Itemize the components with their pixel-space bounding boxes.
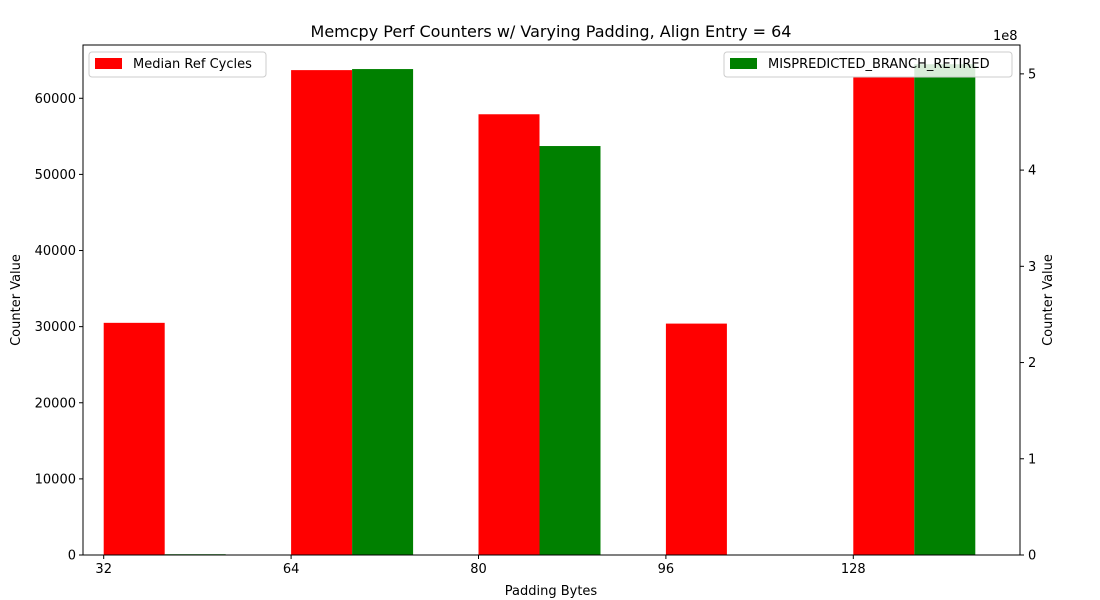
y-tick-label-left-5: 50000	[35, 168, 76, 183]
legend-left-frame	[88, 51, 267, 78]
legend-right-label: MISPREDICTED_BRANCH_RETIRED	[768, 57, 990, 72]
chart-title: Memcpy Perf Counters w/ Varying Padding,…	[311, 22, 792, 41]
bar-ref-cycles-32	[103, 322, 165, 555]
y-tick-label-right-2: 2	[1028, 356, 1036, 371]
x-tick-label-80: 80	[470, 562, 487, 577]
legend-right-frame	[723, 51, 1013, 78]
y-axis-label-left: Counter Value	[9, 254, 24, 346]
y-tick-label-right-3: 3	[1028, 260, 1036, 275]
legend-right: MISPREDICTED_BRANCH_RETIRED	[723, 51, 1013, 78]
x-tick-label-96: 96	[658, 562, 675, 577]
bar-mispredicted-128	[914, 64, 976, 555]
axes-layer: 32 64 80 96 12801000020000300004000050000600…	[35, 44, 1036, 577]
bar-ref-cycles-80	[478, 114, 540, 556]
legend-left: Median Ref Cycles	[88, 51, 267, 78]
x-tick-label-32: 32	[95, 562, 112, 577]
bar-mispredicted-80	[539, 146, 601, 556]
bar-mispredicted-64	[352, 69, 414, 555]
y-tick-label-right-1: 1	[1028, 452, 1036, 467]
y-tick-label-left-6: 60000	[35, 92, 76, 107]
bars-layer	[103, 64, 976, 556]
y-axis-label-right: Counter Value	[1041, 254, 1056, 346]
bar-ref-cycles-64	[291, 70, 353, 556]
legend-right-swatch	[730, 58, 757, 69]
bar-ref-cycles-96	[665, 323, 727, 555]
x-tick-label-64: 64	[283, 562, 300, 577]
y-tick-label-right-4: 4	[1028, 164, 1036, 179]
legend-left-swatch	[95, 58, 122, 69]
plot-frame	[82, 44, 1021, 556]
x-tick-label-128: 128	[841, 562, 866, 577]
x-axis-label: Padding Bytes	[505, 584, 598, 599]
legend-left-label: Median Ref Cycles	[133, 57, 252, 72]
y-tick-label-left-2: 20000	[35, 396, 76, 411]
y-tick-label-left-4: 40000	[35, 244, 76, 259]
right-axis-multiplier: 1e8	[993, 29, 1018, 44]
y-tick-label-left-1: 10000	[35, 472, 76, 487]
y-tick-label-left-3: 30000	[35, 320, 76, 335]
y-tick-label-right-5: 5	[1028, 67, 1036, 82]
y-tick-label-left-0: 0	[68, 549, 76, 564]
bar-ref-cycles-128	[853, 76, 915, 555]
y-tick-label-right-0: 0	[1028, 549, 1036, 564]
